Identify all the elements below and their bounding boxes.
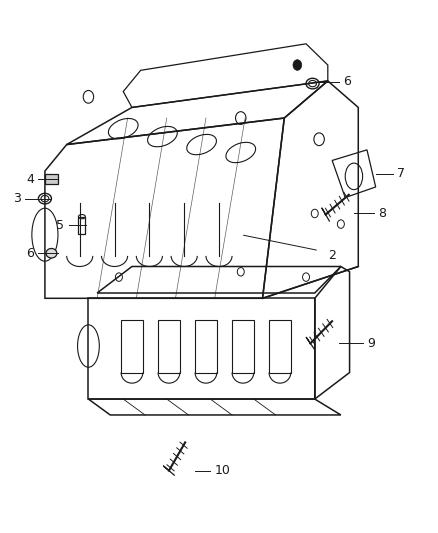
Polygon shape — [45, 174, 58, 184]
Text: 8: 8 — [378, 207, 386, 220]
Text: 6: 6 — [343, 76, 351, 88]
Text: 9: 9 — [367, 337, 375, 350]
Text: 2: 2 — [328, 249, 336, 262]
Text: 10: 10 — [215, 464, 230, 477]
Text: 3: 3 — [13, 192, 21, 205]
Text: 4: 4 — [26, 173, 34, 185]
Circle shape — [293, 60, 302, 70]
Ellipse shape — [46, 248, 57, 258]
Text: 7: 7 — [397, 167, 406, 180]
Text: 6: 6 — [26, 247, 34, 260]
Text: 5: 5 — [57, 219, 64, 232]
